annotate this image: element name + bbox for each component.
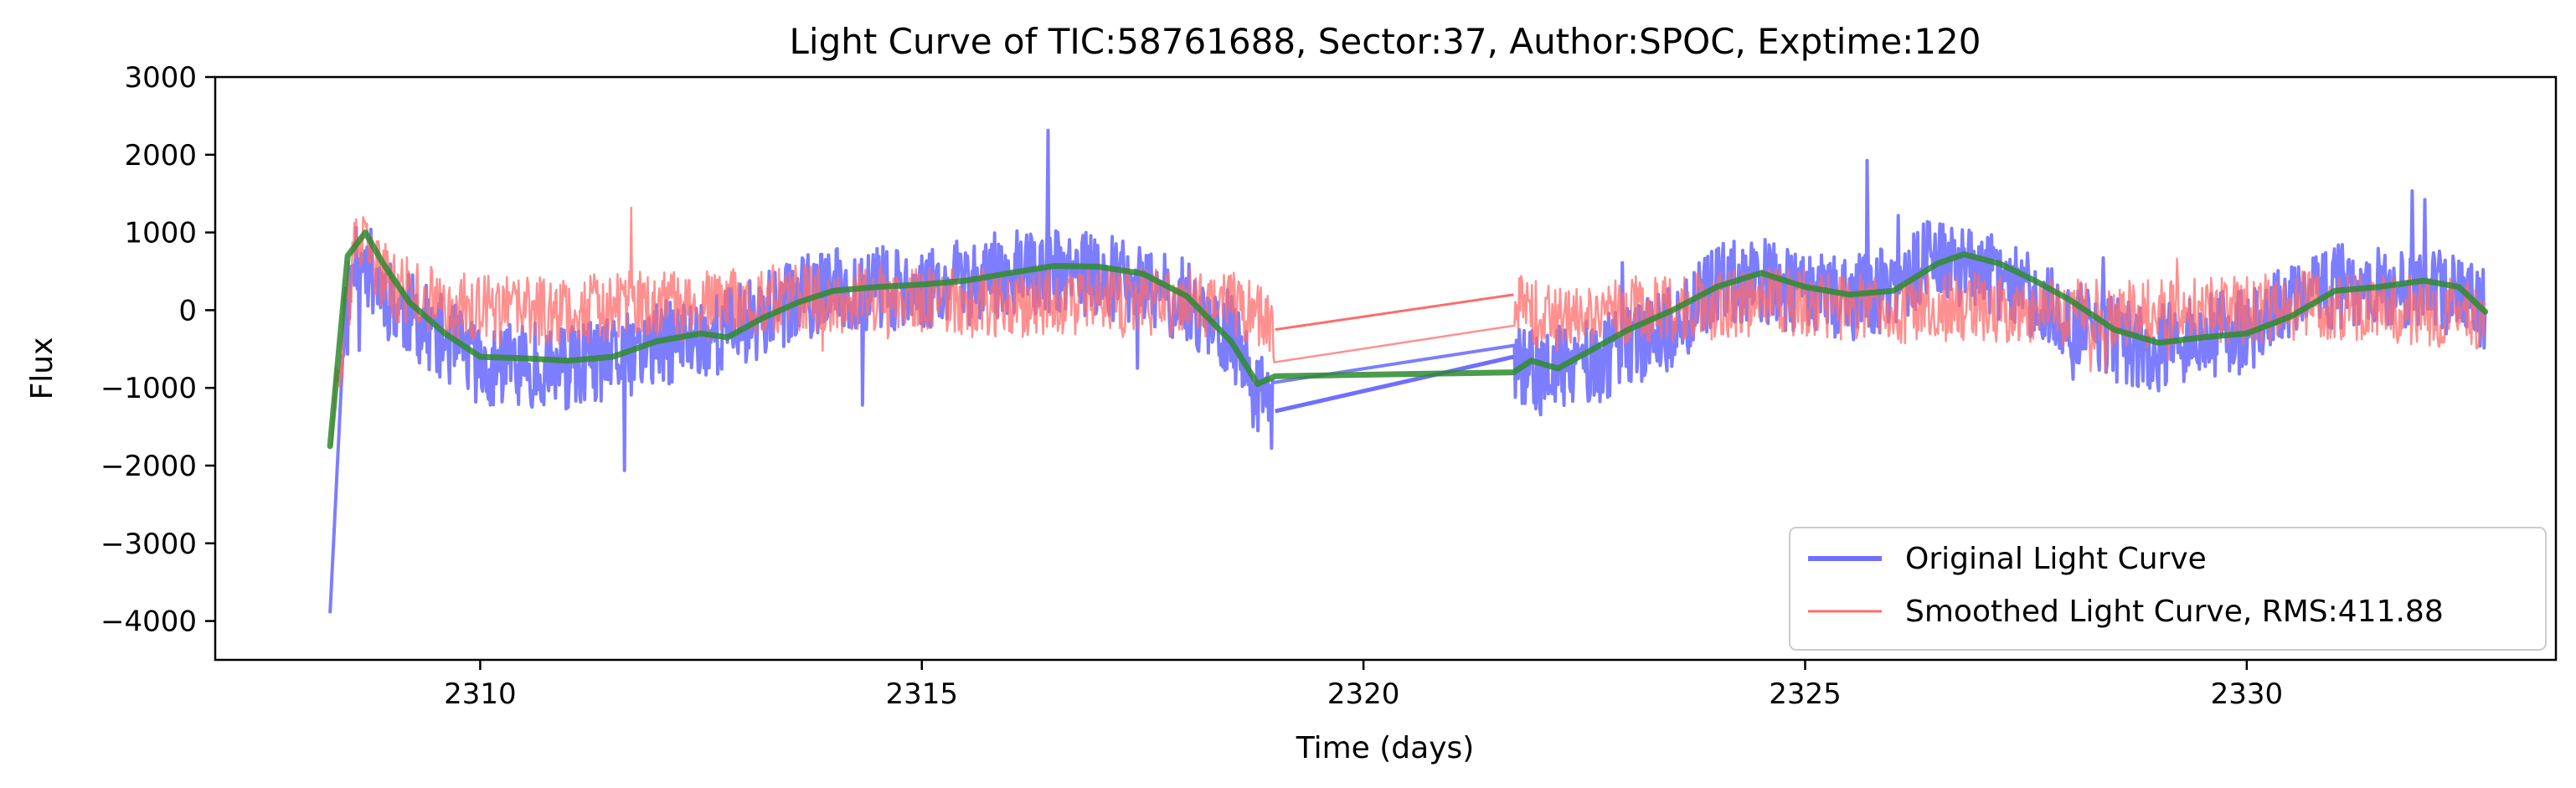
legend-label-smoothed: Smoothed Light Curve, RMS:411.88 <box>1905 595 2444 629</box>
y-tick-label: 0 <box>178 294 197 327</box>
x-tick-label: 2330 <box>2211 677 2284 711</box>
series-smoothed-gap-line <box>1275 293 1514 332</box>
legend-label-original: Original Light Curve <box>1905 542 2207 576</box>
y-tick-label: 3000 <box>124 61 197 95</box>
y-tick-label: −2000 <box>100 450 197 483</box>
y-tick-label: 1000 <box>124 217 197 250</box>
x-tick-label: 2320 <box>1327 677 1400 711</box>
series-original-gap-line <box>1275 354 1514 414</box>
chart-title: Light Curve of TIC:58761688, Sector:37, … <box>790 21 1981 62</box>
series-layer <box>327 128 2489 614</box>
legend-box <box>1789 527 2547 651</box>
y-tick-label: 2000 <box>124 139 197 173</box>
x-tick-label: 2310 <box>444 677 517 711</box>
plot-frame <box>214 75 2558 662</box>
x-tick-label: 2315 <box>886 677 959 711</box>
series-trend-line <box>327 229 2489 450</box>
series-smoothed-light-curve <box>330 206 2486 446</box>
y-tick-label: −3000 <box>100 528 197 561</box>
y-axis-label: Flux <box>25 337 59 400</box>
legend: Original Light Curve Smoothed Light Curv… <box>1789 527 2547 651</box>
y-tick-label: −1000 <box>100 372 197 405</box>
y-tick-label: −4000 <box>100 605 197 639</box>
y-axis: −4000 −3000 −2000 −1000 0 1000 2000 3000 <box>100 61 215 639</box>
x-axis-label: Time (days) <box>1296 731 1475 765</box>
x-axis: 2310 2315 2320 2325 2330 <box>444 660 2283 711</box>
x-tick-label: 2325 <box>1769 677 1842 711</box>
